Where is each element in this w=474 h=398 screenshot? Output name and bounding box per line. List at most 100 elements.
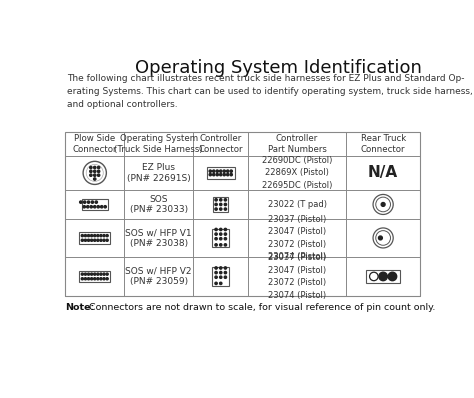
Bar xyxy=(82,199,108,210)
Circle shape xyxy=(104,206,106,208)
Circle shape xyxy=(230,174,232,176)
Circle shape xyxy=(93,170,96,172)
Circle shape xyxy=(100,239,102,241)
Circle shape xyxy=(219,238,222,240)
Circle shape xyxy=(216,170,219,172)
Bar xyxy=(212,229,229,247)
Circle shape xyxy=(106,273,108,275)
Circle shape xyxy=(83,206,85,208)
Circle shape xyxy=(219,174,222,176)
Circle shape xyxy=(215,271,217,274)
Text: Connectors are not drawn to scale, for visual reference of pin count only.: Connectors are not drawn to scale, for v… xyxy=(86,303,435,312)
Circle shape xyxy=(97,234,99,237)
Circle shape xyxy=(224,208,227,210)
Circle shape xyxy=(219,233,222,235)
Circle shape xyxy=(93,178,96,180)
Circle shape xyxy=(209,170,211,172)
Circle shape xyxy=(91,278,93,280)
Circle shape xyxy=(84,239,87,241)
Circle shape xyxy=(94,273,96,275)
Circle shape xyxy=(106,278,108,280)
Circle shape xyxy=(215,276,217,278)
Circle shape xyxy=(94,234,96,237)
Text: EZ Plus
(PN# 22691S): EZ Plus (PN# 22691S) xyxy=(127,163,191,183)
Circle shape xyxy=(80,201,82,203)
Circle shape xyxy=(230,170,232,172)
Circle shape xyxy=(81,234,83,237)
Circle shape xyxy=(94,278,96,280)
Circle shape xyxy=(87,234,90,237)
Bar xyxy=(79,232,110,244)
Circle shape xyxy=(224,244,227,246)
Circle shape xyxy=(84,278,87,280)
Circle shape xyxy=(215,228,217,230)
Bar xyxy=(79,271,110,282)
Circle shape xyxy=(83,161,106,184)
Circle shape xyxy=(219,271,222,274)
Circle shape xyxy=(90,170,92,172)
Circle shape xyxy=(215,208,217,210)
Circle shape xyxy=(94,239,96,241)
Circle shape xyxy=(93,174,96,176)
Circle shape xyxy=(81,239,83,241)
Circle shape xyxy=(224,233,227,235)
Text: Controller
Part Numbers: Controller Part Numbers xyxy=(268,134,327,154)
Circle shape xyxy=(87,201,90,203)
Circle shape xyxy=(84,273,87,275)
Text: 23037 (Pistol)
23047 (Pistol)
23072 (Pistol)
23074 (Pistol): 23037 (Pistol) 23047 (Pistol) 23072 (Pis… xyxy=(268,215,326,261)
Circle shape xyxy=(103,234,105,237)
Circle shape xyxy=(81,278,83,280)
Circle shape xyxy=(215,203,217,206)
Circle shape xyxy=(87,239,90,241)
Text: 22690DC (Pistol)
22869X (Pistol)
22695DC (Pistol): 22690DC (Pistol) 22869X (Pistol) 22695DC… xyxy=(262,156,332,190)
Circle shape xyxy=(219,203,222,206)
Circle shape xyxy=(84,234,87,237)
Circle shape xyxy=(90,174,92,176)
Circle shape xyxy=(227,174,229,176)
Circle shape xyxy=(379,272,387,281)
Text: 23037 (Pistol)
23047 (Pistol)
23072 (Pistol)
23074 (Pistol): 23037 (Pistol) 23047 (Pistol) 23072 (Pis… xyxy=(268,253,326,300)
Circle shape xyxy=(98,174,100,176)
Circle shape xyxy=(215,267,217,269)
Text: The following chart illustrates recent truck side harnesses for EZ Plus and Stan: The following chart illustrates recent t… xyxy=(67,74,473,109)
Circle shape xyxy=(100,278,102,280)
Bar xyxy=(366,269,400,283)
Circle shape xyxy=(103,278,105,280)
Circle shape xyxy=(219,199,222,201)
Circle shape xyxy=(106,239,108,241)
Bar xyxy=(207,167,235,179)
Circle shape xyxy=(103,239,105,241)
Circle shape xyxy=(87,273,90,275)
Circle shape xyxy=(373,228,393,248)
Text: 23022 (T pad): 23022 (T pad) xyxy=(267,200,327,209)
Circle shape xyxy=(97,278,99,280)
Circle shape xyxy=(93,166,96,169)
Text: Operating System
(Truck Side Harness): Operating System (Truck Side Harness) xyxy=(114,134,203,154)
Circle shape xyxy=(91,239,93,241)
Circle shape xyxy=(90,206,92,208)
Circle shape xyxy=(224,199,227,201)
Circle shape xyxy=(219,267,222,269)
Circle shape xyxy=(224,203,227,206)
Circle shape xyxy=(103,273,105,275)
Circle shape xyxy=(87,206,89,208)
Text: Rear Truck
Connector: Rear Truck Connector xyxy=(361,134,406,154)
Circle shape xyxy=(219,170,222,172)
Circle shape xyxy=(98,166,100,169)
Circle shape xyxy=(376,197,391,212)
Text: Operating System Identification: Operating System Identification xyxy=(135,59,422,76)
Circle shape xyxy=(215,233,217,235)
Circle shape xyxy=(219,244,222,246)
Circle shape xyxy=(81,273,83,275)
Text: Plow Side
Connector: Plow Side Connector xyxy=(73,134,117,154)
Circle shape xyxy=(219,228,222,230)
Circle shape xyxy=(215,282,217,285)
Text: SOS
(PN# 23033): SOS (PN# 23033) xyxy=(129,195,188,214)
Circle shape xyxy=(223,170,226,172)
Text: SOS w/ HFP V1
(PN# 23038): SOS w/ HFP V1 (PN# 23038) xyxy=(125,228,192,248)
Circle shape xyxy=(376,230,391,245)
Circle shape xyxy=(215,244,217,246)
Circle shape xyxy=(90,166,92,169)
Circle shape xyxy=(227,170,229,172)
Circle shape xyxy=(388,272,397,281)
